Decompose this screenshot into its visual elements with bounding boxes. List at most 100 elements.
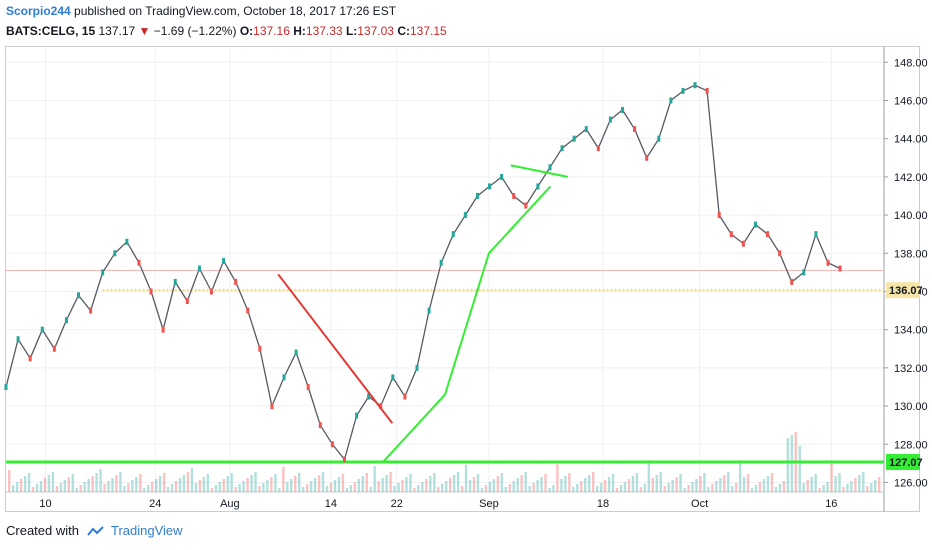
candle-mark bbox=[379, 403, 383, 410]
volume-bar bbox=[59, 483, 63, 492]
volume-bar bbox=[468, 480, 472, 492]
candle-mark bbox=[693, 82, 697, 89]
volume-bar bbox=[850, 481, 853, 492]
candle-mark bbox=[270, 403, 274, 410]
candle-mark bbox=[633, 126, 637, 133]
volume-bar bbox=[107, 481, 110, 492]
volume-bar bbox=[63, 480, 67, 492]
volume-bar bbox=[746, 474, 750, 492]
volume-bar bbox=[325, 486, 329, 492]
candle-mark bbox=[536, 183, 540, 190]
high-value: 137.33 bbox=[305, 24, 343, 38]
y-tick-label: 130.00 bbox=[894, 401, 928, 413]
candle-mark bbox=[246, 307, 250, 314]
chart-frame[interactable] bbox=[5, 46, 920, 512]
volume-bar bbox=[345, 488, 349, 492]
volume-bar bbox=[504, 487, 507, 492]
candle-mark bbox=[258, 345, 262, 352]
candle-mark bbox=[306, 383, 310, 390]
volume-bar bbox=[623, 482, 627, 492]
candle-mark bbox=[512, 192, 516, 199]
green-trendline bbox=[510, 164, 569, 178]
volume-bar bbox=[147, 485, 150, 492]
open-label: O: bbox=[239, 24, 254, 38]
volume-bar bbox=[158, 476, 162, 492]
volume-bar bbox=[460, 486, 464, 492]
author-link[interactable]: Scorpio244 bbox=[6, 4, 71, 18]
volume-bar bbox=[313, 478, 317, 492]
candle-mark bbox=[77, 292, 81, 299]
volume-bar bbox=[448, 478, 452, 492]
volume-bar bbox=[143, 488, 146, 492]
volume-bar bbox=[560, 479, 563, 492]
volume-bar bbox=[99, 469, 102, 492]
volume-bar bbox=[719, 478, 722, 492]
volume-bar bbox=[528, 486, 531, 492]
volume-bar bbox=[580, 481, 583, 492]
volume-bar bbox=[675, 477, 678, 492]
volume-bar bbox=[548, 488, 551, 492]
volume-bar bbox=[488, 482, 492, 492]
volume-bar bbox=[476, 474, 480, 492]
volume-bar bbox=[814, 474, 817, 492]
candle-mark bbox=[173, 278, 177, 285]
candle-mark bbox=[113, 250, 117, 257]
volume-bar bbox=[262, 483, 265, 492]
volume-bar bbox=[282, 467, 285, 492]
volume-bar bbox=[452, 475, 456, 492]
y-tick-label: 138.00 bbox=[894, 248, 928, 260]
candle-mark bbox=[28, 355, 32, 362]
candle-mark bbox=[222, 257, 226, 264]
symbol-label: BATS:CELG, 15 bbox=[6, 24, 96, 38]
volume-bar bbox=[35, 484, 39, 492]
volume-bar bbox=[401, 480, 404, 492]
volume-bar bbox=[214, 485, 217, 492]
publish-header: Scorpio244 published on TradingView.com,… bbox=[6, 4, 396, 18]
volume-bar bbox=[286, 482, 289, 492]
volume-bar bbox=[226, 476, 229, 492]
volume-bar bbox=[131, 480, 134, 492]
volume-bar bbox=[599, 483, 603, 492]
volume-bar bbox=[802, 483, 805, 492]
volume-bar bbox=[139, 474, 142, 492]
candle-mark bbox=[367, 393, 371, 400]
volume-bar bbox=[786, 438, 790, 492]
volume-bar bbox=[500, 473, 504, 492]
volume-bar bbox=[584, 478, 587, 492]
volume-bar bbox=[667, 483, 670, 492]
volume-bar bbox=[433, 473, 436, 492]
volume-bar bbox=[182, 475, 186, 492]
y-tick-label: 134.00 bbox=[894, 325, 928, 337]
volume-bar bbox=[735, 483, 738, 492]
volume-bar bbox=[11, 485, 15, 492]
candle-mark bbox=[52, 345, 56, 352]
volume-bar bbox=[186, 472, 190, 492]
volume-bar bbox=[651, 478, 654, 492]
candle-mark bbox=[705, 87, 709, 94]
volume-bar bbox=[742, 477, 746, 492]
tradingview-link[interactable]: TradingView bbox=[110, 523, 183, 538]
volume-bar bbox=[357, 479, 360, 492]
volume-bar bbox=[822, 485, 825, 492]
volume-bar bbox=[301, 487, 305, 492]
volume-bar bbox=[317, 475, 321, 492]
volume-bar bbox=[818, 488, 821, 492]
volume-bar bbox=[43, 478, 47, 492]
candle-mark bbox=[342, 456, 346, 463]
volume-bar bbox=[329, 483, 333, 492]
volume-bar bbox=[341, 474, 345, 492]
green-trendline bbox=[382, 185, 552, 463]
volume-bar bbox=[826, 482, 829, 492]
candle-mark bbox=[802, 269, 806, 276]
volume-bar bbox=[766, 476, 770, 492]
volume-bar bbox=[572, 487, 575, 492]
volume-bar bbox=[222, 479, 225, 492]
volume-bar bbox=[246, 478, 249, 492]
volume-bar bbox=[695, 479, 698, 492]
volume-bar bbox=[242, 481, 245, 492]
volume-bar bbox=[51, 472, 55, 492]
x-tick-label: Sep bbox=[479, 498, 499, 510]
candle-mark bbox=[572, 135, 576, 142]
volume-bar bbox=[711, 484, 714, 492]
